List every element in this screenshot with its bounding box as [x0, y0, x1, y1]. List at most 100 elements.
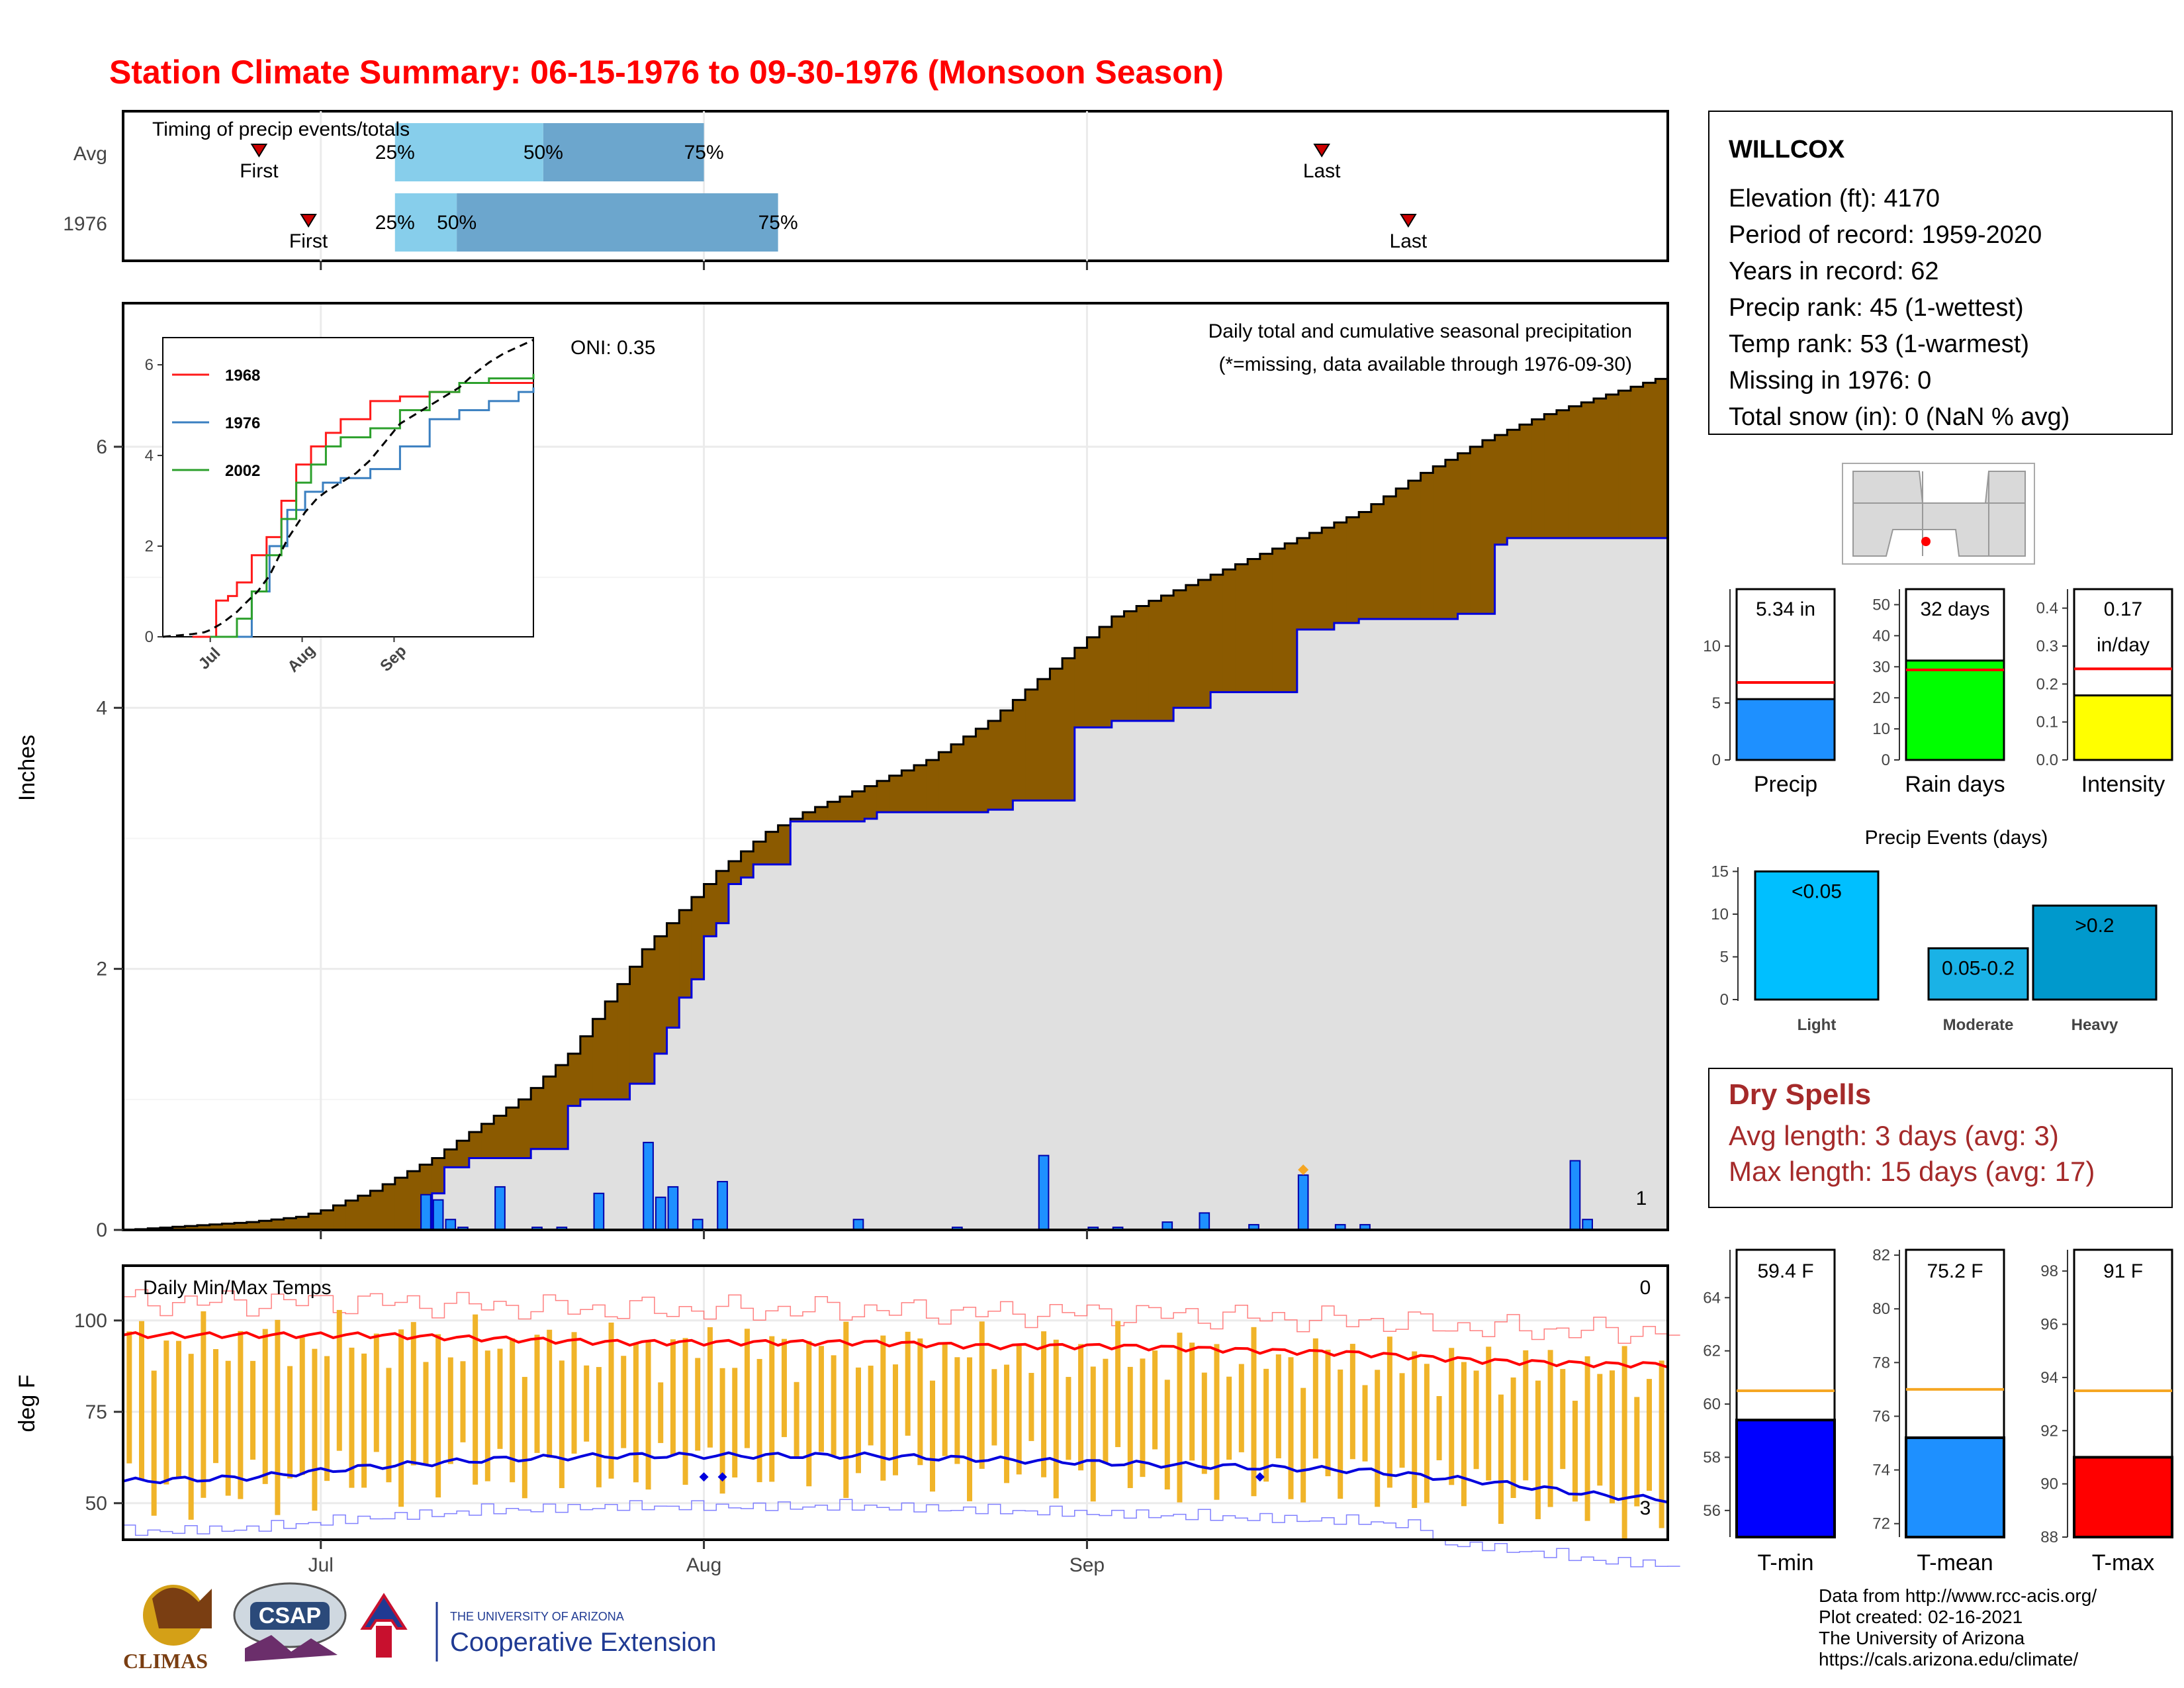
deficit-segment	[679, 910, 692, 998]
deficit-segment	[308, 1213, 322, 1230]
daily-precip-bar	[593, 1192, 605, 1231]
deficit-segment	[1630, 387, 1644, 538]
dry-spells-title: Dry Spells	[1729, 1078, 1871, 1111]
events-bar	[1927, 947, 2029, 1001]
ua-big-text: Cooperative Extension	[450, 1628, 716, 1657]
deficit-segment	[951, 744, 964, 813]
precip-ylabel: Inches	[15, 735, 40, 801]
deficit-segment	[1062, 658, 1075, 801]
daily-temp-bar	[349, 1347, 355, 1488]
daily-temp-bar	[1338, 1369, 1343, 1499]
deficit-segment	[357, 1196, 371, 1230]
deficit-segment	[654, 936, 668, 1054]
deficit-segment	[1544, 414, 1557, 538]
deficit-segment	[1334, 522, 1347, 624]
inset-series-line	[210, 373, 535, 638]
daily-temp-bar	[880, 1335, 886, 1481]
daily-temp-bar	[1288, 1357, 1294, 1499]
summary-bar-ytick-label: 0	[1712, 751, 1721, 769]
climas-logo: CLIMAS	[123, 1585, 212, 1673]
temp-bar-ytick-label: 78	[1872, 1354, 1890, 1372]
daily-temp-bar	[1177, 1333, 1183, 1503]
deficit-segment	[1445, 459, 1459, 620]
timing-bar-q50-q75	[457, 193, 778, 252]
daily-temp-bar	[1325, 1349, 1331, 1477]
deficit-segment	[926, 760, 939, 813]
temp-bar-ytick-label: 94	[2040, 1369, 2058, 1387]
daily-temp-bar	[287, 1366, 293, 1479]
events-bar	[1754, 870, 1880, 1001]
summary-bar-ytick-label: 30	[1872, 658, 1890, 676]
deficit-segment	[1507, 430, 1520, 538]
daily-precip-bar	[494, 1186, 506, 1231]
daily-temp-bar	[806, 1340, 812, 1487]
daily-temp-bar	[1362, 1385, 1368, 1462]
events-ytick-label: 15	[1711, 863, 1729, 880]
deficit-segment	[345, 1200, 359, 1230]
timing-bar-q25-q50	[394, 193, 457, 252]
deficit-segment	[1482, 440, 1496, 614]
daily-temp-bar	[1424, 1364, 1430, 1503]
daily-temp-bar	[1659, 1360, 1664, 1528]
daily-temp-bar	[1597, 1374, 1603, 1486]
deficit-segment	[531, 1088, 544, 1149]
daily-temp-bar	[868, 1366, 874, 1446]
daily-temp-bar	[398, 1329, 404, 1507]
deficit-segment	[1248, 559, 1261, 692]
deficit-segment	[481, 1123, 494, 1158]
temp-bar-ytick-label: 56	[1703, 1502, 1721, 1520]
daily-temp-bar	[905, 1331, 911, 1436]
inset-ytick-label: 0	[145, 628, 154, 646]
timing-q50-label: 50%	[437, 212, 477, 234]
avg-min-line	[122, 1451, 1668, 1504]
daily-temp-bar	[522, 1377, 527, 1499]
deficit-segment	[765, 831, 779, 865]
deficit-segment	[1161, 595, 1174, 721]
deficit-segment	[1569, 406, 1582, 538]
temp-ytick-label: 50	[85, 1493, 107, 1515]
deficit-segment	[938, 752, 952, 813]
daily-precip-bar	[692, 1219, 704, 1231]
daily-temp-bar	[1646, 1379, 1652, 1491]
daily-precip-bar	[1582, 1219, 1593, 1231]
daily-precip-bar	[420, 1194, 432, 1231]
timing-panel: Timing of precip events/totals Avg 1976 …	[63, 110, 1669, 262]
daily-temp-bar	[930, 1380, 936, 1492]
precip-events-title: Precip Events (days)	[1865, 827, 2048, 849]
daily-temp-bar	[658, 1382, 664, 1443]
daily-precip-bar	[1297, 1174, 1309, 1231]
deficit-segment	[1111, 616, 1124, 721]
daily-temp-bar	[213, 1349, 219, 1464]
deficit-segment	[383, 1184, 396, 1230]
summary-bar-value: 0.17	[2104, 598, 2142, 620]
daily-temp-bar	[633, 1343, 639, 1483]
credit-line: https://cals.arizona.edu/climate/	[1819, 1649, 2078, 1669]
daily-temp-bar	[497, 1348, 503, 1449]
daily-temp-bar	[435, 1334, 441, 1498]
summary-bar-ytick-label: 0.3	[2036, 637, 2058, 655]
daily-temp-bar	[1412, 1351, 1418, 1509]
deficit-segment	[827, 802, 841, 821]
daily-temp-bar	[163, 1340, 169, 1485]
station-info-box: WILLCOX Elevation (ft): 4170 Period of re…	[1708, 111, 2173, 435]
deficit-segment	[1000, 710, 1013, 810]
station-info-line: Elevation (ft): 4170	[1729, 185, 1940, 212]
deficit-segment	[1037, 679, 1050, 801]
daily-temp-bar	[484, 1350, 490, 1481]
avg-max-line	[122, 1331, 1668, 1369]
daily-temp-bar	[843, 1321, 849, 1498]
daily-temp-bar	[1584, 1356, 1590, 1521]
station-info-line: Temp rank: 53 (1-warmest)	[1729, 330, 2029, 358]
deficit-segment	[1013, 700, 1026, 801]
daily-temp-bar	[794, 1382, 799, 1458]
deficit-segment	[432, 1158, 445, 1194]
daily-temp-bar	[769, 1336, 775, 1482]
deficit-segment	[320, 1210, 334, 1230]
temp-bar-label: T-max	[2092, 1550, 2154, 1575]
summary-bar-label: Intensity	[2081, 772, 2165, 797]
deficit-segment	[1531, 419, 1545, 538]
avg-cumulative-line	[123, 375, 1669, 1231]
daily-temp-bar	[126, 1331, 132, 1464]
deficit-segment	[222, 1223, 235, 1230]
daily-temp-bar	[386, 1368, 392, 1483]
